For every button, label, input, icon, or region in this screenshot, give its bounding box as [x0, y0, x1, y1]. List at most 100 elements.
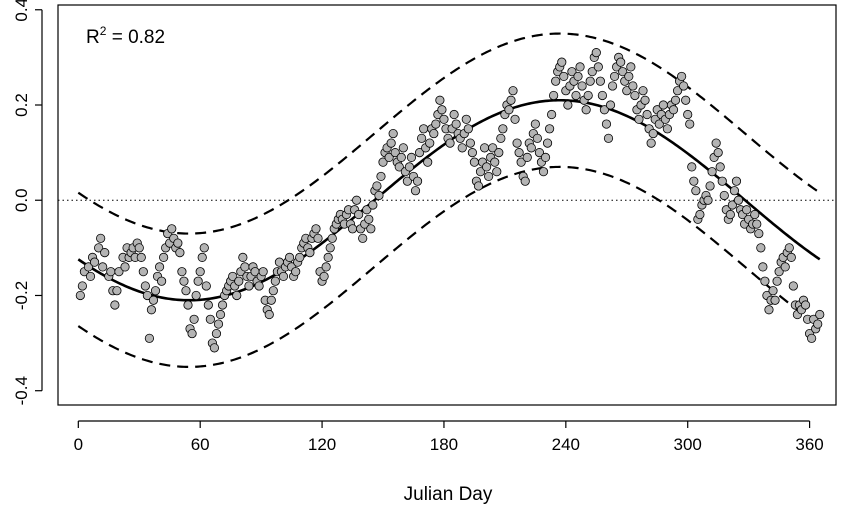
data-point	[494, 148, 504, 158]
data-point	[646, 138, 656, 148]
y-tick-label: -0.4	[12, 376, 31, 405]
data-point	[425, 138, 435, 148]
data-point	[358, 233, 368, 243]
data-point	[729, 186, 740, 196]
data-point	[134, 243, 144, 253]
x-tick-label: 300	[674, 435, 702, 454]
data-point	[496, 133, 506, 143]
data-point	[431, 119, 441, 129]
y-tick-label: -0.2	[12, 281, 31, 310]
x-axis-title: Julian Day	[404, 484, 493, 505]
data-point	[752, 219, 762, 229]
data-point	[705, 181, 715, 191]
data-point	[234, 276, 244, 286]
data-point	[681, 95, 691, 105]
data-point	[603, 133, 614, 143]
data-point	[677, 71, 687, 82]
data-point	[270, 276, 280, 286]
data-point	[764, 305, 774, 315]
data-point	[544, 124, 555, 134]
data-point	[100, 248, 110, 258]
data-point	[106, 267, 116, 277]
data-point	[595, 76, 605, 86]
data-point	[238, 252, 248, 262]
data-point	[685, 119, 695, 129]
data-point	[254, 281, 264, 291]
data-point	[506, 95, 516, 105]
data-point	[750, 209, 760, 220]
data-point	[437, 105, 447, 115]
data-point	[662, 124, 673, 134]
data-point	[191, 290, 201, 301]
data-point	[551, 76, 561, 86]
data-point	[504, 105, 514, 115]
data-point	[364, 214, 374, 224]
data-point	[362, 205, 372, 215]
data-point	[319, 271, 329, 282]
data-point	[668, 105, 679, 115]
data-point	[532, 133, 542, 143]
data-point	[707, 167, 717, 177]
data-point	[786, 252, 796, 262]
data-point	[658, 100, 668, 110]
data-point	[758, 262, 768, 272]
data-point	[142, 290, 152, 301]
data-point	[800, 300, 811, 310]
data-point	[640, 95, 650, 105]
data-point	[388, 128, 398, 139]
data-point	[463, 124, 473, 134]
data-point	[703, 195, 713, 205]
data-point	[490, 157, 500, 167]
data-point	[406, 152, 417, 162]
data-point	[516, 157, 526, 167]
data-point	[378, 157, 388, 167]
data-point	[520, 176, 530, 186]
data-point	[258, 267, 268, 277]
data-point	[733, 195, 744, 205]
r2-superscript: 2	[100, 24, 107, 38]
x-tick-label: 120	[308, 435, 336, 454]
data-point	[780, 262, 790, 272]
data-point	[410, 186, 421, 196]
data-point	[510, 114, 520, 124]
data-point	[398, 143, 408, 153]
data-point	[175, 248, 185, 258]
data-point	[731, 176, 742, 186]
data-point	[390, 148, 400, 158]
data-point	[691, 186, 701, 196]
data-point	[75, 290, 85, 301]
data-point	[457, 143, 467, 153]
data-point	[654, 119, 664, 129]
data-point	[549, 90, 559, 101]
data-point	[201, 281, 211, 291]
data-point	[593, 62, 603, 72]
data-point	[203, 300, 213, 310]
data-point	[683, 109, 693, 120]
data-point	[479, 143, 490, 153]
r2-label: R	[86, 27, 100, 48]
data-point	[461, 114, 471, 124]
data-point	[581, 105, 591, 115]
data-point	[482, 162, 492, 172]
x-tick-label: 360	[795, 435, 823, 454]
data-point	[573, 71, 583, 82]
data-point	[542, 138, 553, 148]
data-point	[264, 309, 274, 320]
data-point	[577, 81, 587, 91]
data-point	[679, 81, 689, 91]
data-point	[514, 148, 524, 158]
data-point	[626, 62, 636, 72]
data-point	[642, 109, 652, 120]
data-point	[195, 267, 205, 277]
data-point	[209, 343, 220, 353]
data-point	[429, 128, 439, 139]
data-point	[83, 262, 94, 272]
data-point	[715, 162, 725, 172]
data-point	[211, 328, 222, 339]
y-axis: -0.4 -0.2 0.0 0.2 0.4	[12, 0, 43, 405]
data-point	[423, 157, 433, 167]
data-point	[575, 62, 585, 72]
data-point	[215, 309, 226, 320]
data-point	[187, 328, 197, 339]
lower-band-line	[77, 165, 821, 368]
